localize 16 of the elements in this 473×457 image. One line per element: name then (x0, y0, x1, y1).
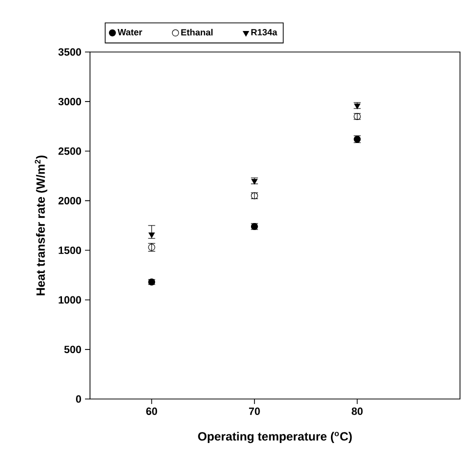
legend-label: Water (118, 29, 142, 36)
y-tick-label: 3500 (58, 48, 82, 56)
legend-label: Ethanal (181, 28, 213, 36)
y-tick-label: 2500 (58, 147, 82, 155)
y-tick-label: 1500 (58, 246, 82, 254)
y-tick-label: 0 (76, 395, 82, 403)
legend-label: R134a (251, 29, 278, 36)
x-tick-label: 80 (352, 408, 363, 415)
x-tick-label: 60 (146, 408, 158, 415)
x-tick-label: 70 (249, 408, 260, 415)
y-tick-label: 3000 (58, 98, 82, 106)
y-tick-label: 2000 (58, 197, 82, 204)
x-axis-title: Operating temperature ($^{o}$C) (198, 432, 352, 444)
y-axis-title: Heat transfer rate (W/m$^{2}$) (34, 156, 48, 296)
y-tick-label: 500 (64, 346, 82, 354)
y-tick-label: 1000 (58, 296, 82, 304)
